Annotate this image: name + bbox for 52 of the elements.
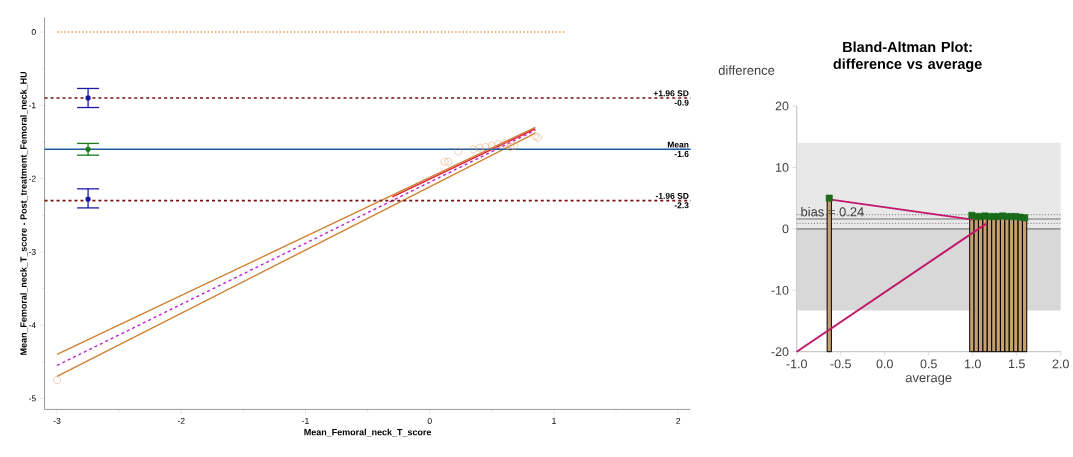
point bbox=[85, 146, 91, 152]
y-tick-label: 0 bbox=[782, 224, 789, 234]
y-axis-title: difference bbox=[718, 65, 775, 75]
point bbox=[454, 147, 463, 156]
x-tick-label: -3 bbox=[53, 417, 61, 424]
y-axis-title: Mean_Femoral_neck_T_score - Post_treatment_Femoral_neck_HU bbox=[20, 71, 28, 355]
x-tick-label: 2 bbox=[676, 417, 681, 424]
ref-line-label: -1.96 SD bbox=[655, 192, 689, 199]
point bbox=[494, 140, 502, 148]
point bbox=[85, 196, 91, 202]
x-tick-label: 2.0 bbox=[1052, 359, 1069, 369]
point bbox=[475, 143, 484, 152]
x-tick-label: -2 bbox=[177, 417, 185, 424]
y-tick-label: -3 bbox=[28, 248, 36, 255]
x-axis-title: average bbox=[905, 375, 952, 385]
point bbox=[444, 157, 453, 166]
x-tick-label: 1.5 bbox=[1009, 359, 1025, 369]
point bbox=[440, 157, 449, 166]
x-axis-title: Mean_Femoral_neck_T_score bbox=[304, 428, 432, 437]
y-tick-label: -1 bbox=[28, 102, 36, 109]
annotation: -2.3 bbox=[674, 202, 689, 209]
x-tick-label: 1.0 bbox=[965, 359, 981, 369]
point bbox=[85, 95, 91, 101]
x-tick-label: 0.0 bbox=[876, 359, 893, 369]
point bbox=[825, 194, 833, 202]
y-tick-label: -20 bbox=[771, 347, 789, 357]
chart-title: Bland-Altman Plot: difference vs average bbox=[833, 41, 982, 72]
x-tick-label: 0.5 bbox=[920, 359, 937, 369]
point bbox=[510, 141, 519, 150]
ref-line-label: +1.96 SD bbox=[653, 90, 689, 97]
y-tick-label: -10 bbox=[771, 285, 789, 295]
point bbox=[53, 376, 61, 384]
y-tick-label: -4 bbox=[28, 322, 36, 329]
x-tick-label: -1 bbox=[302, 417, 309, 424]
ref-line-label: Mean bbox=[667, 141, 689, 148]
y-tick-label: 20 bbox=[775, 101, 789, 111]
annotation: -0.9 bbox=[674, 99, 689, 106]
point bbox=[488, 141, 496, 150]
point bbox=[1021, 214, 1029, 222]
x-tick-label: 0 bbox=[427, 417, 432, 424]
point bbox=[481, 143, 490, 151]
annotation: -1.6 bbox=[674, 150, 689, 157]
x-tick-label: 1 bbox=[552, 417, 556, 424]
x-tick-label: -1.0 bbox=[786, 359, 807, 369]
annotation: bias = 0.24 bbox=[801, 206, 864, 217]
y-tick-label: 0 bbox=[31, 29, 36, 36]
x-tick-label: -0.5 bbox=[830, 359, 851, 369]
y-tick-label: 10 bbox=[776, 163, 789, 172]
point bbox=[469, 145, 478, 154]
y-tick-label: -2 bbox=[28, 175, 36, 182]
y-tick-label: -5 bbox=[28, 395, 36, 402]
point bbox=[506, 143, 515, 151]
